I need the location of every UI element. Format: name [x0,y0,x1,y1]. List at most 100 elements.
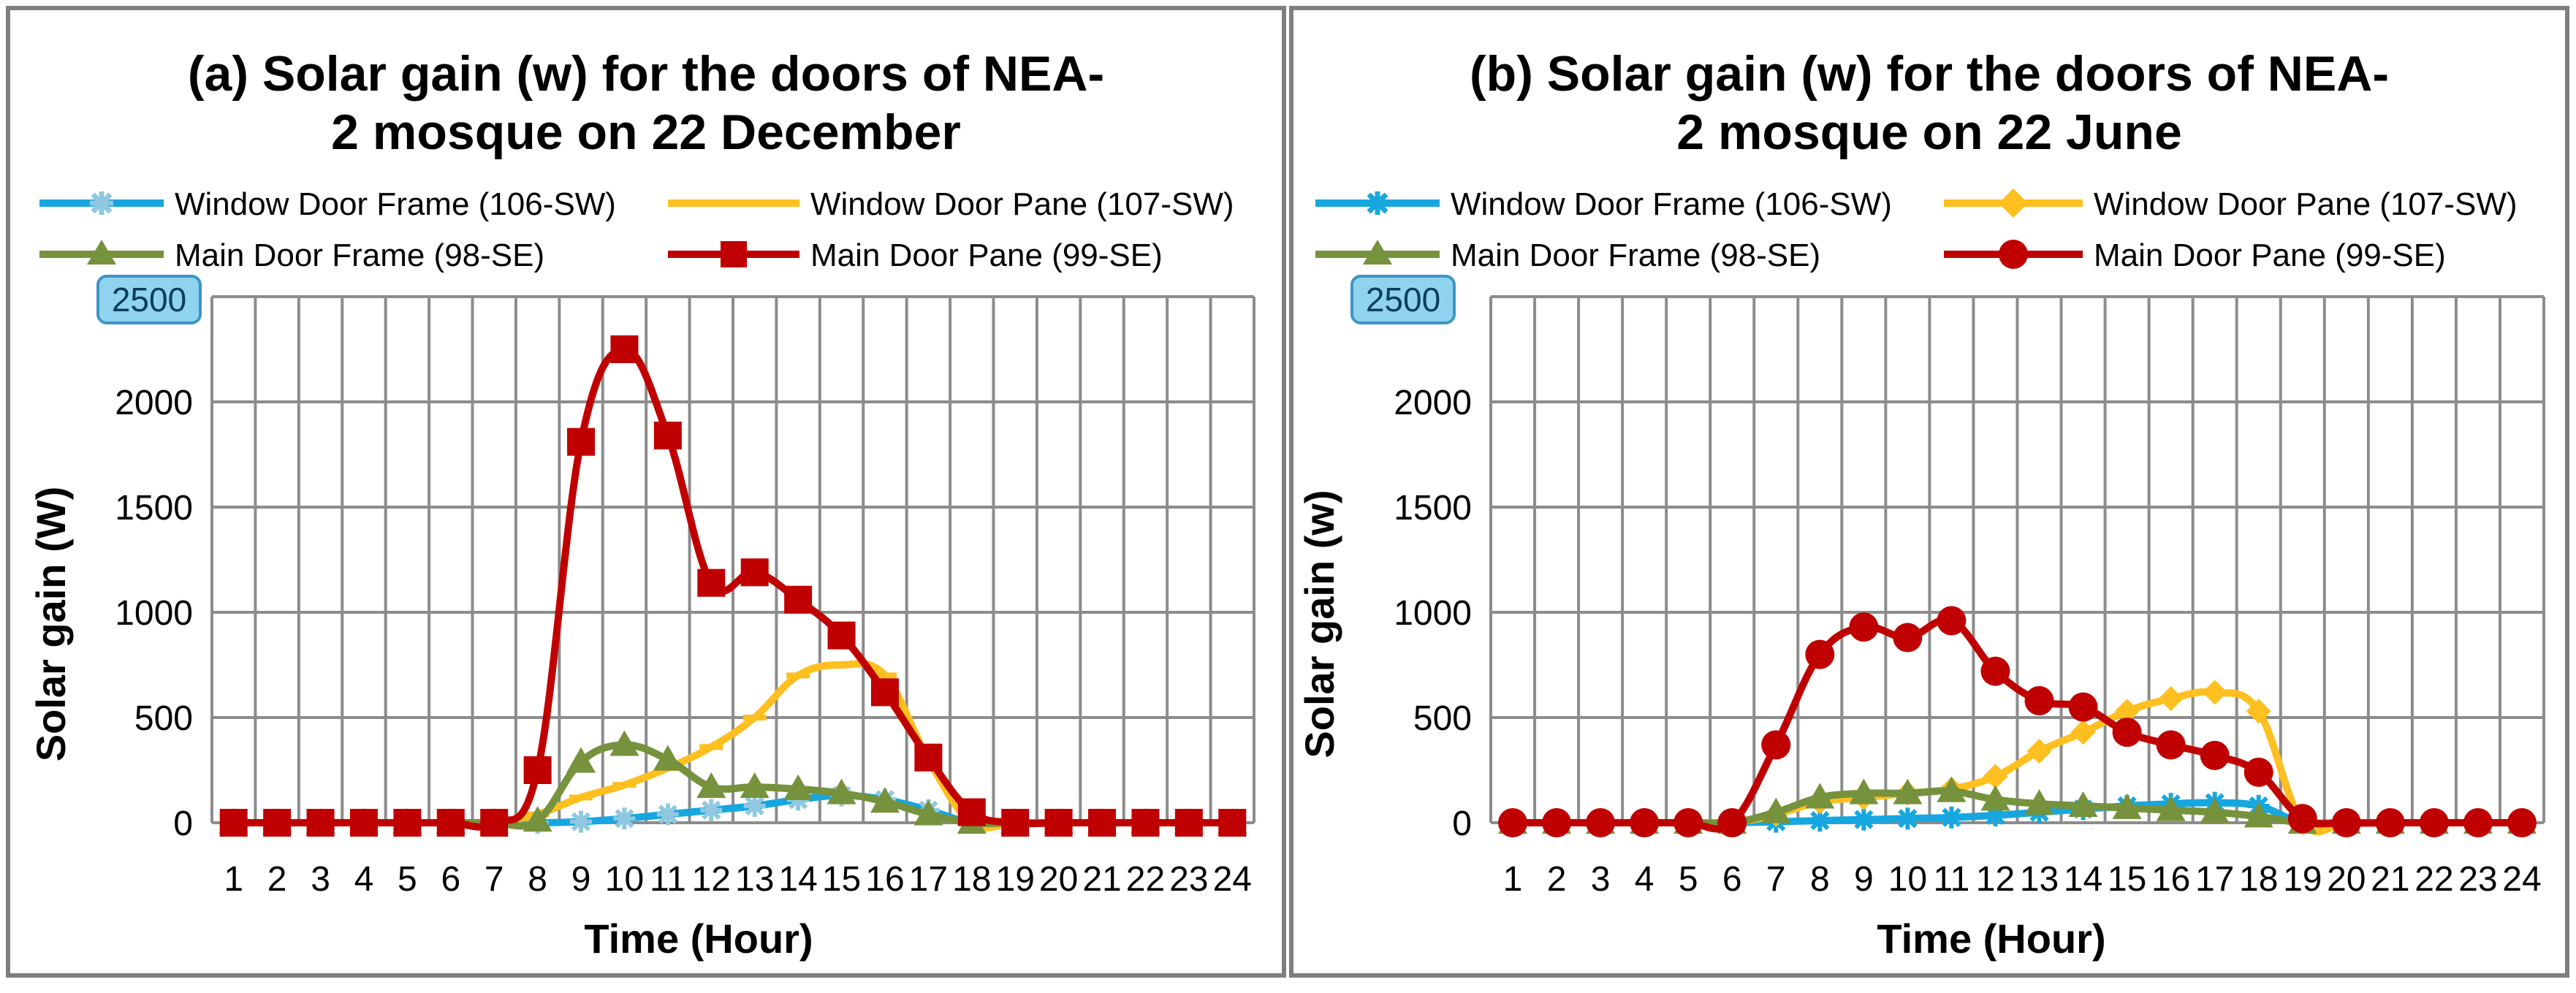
data-point [2112,793,2142,819]
x-tick-label: 18 [2239,860,2278,899]
x-tick-label: 8 [1810,860,1830,899]
y-tick-label: 500 [134,699,193,738]
data-point [957,798,986,826]
data-point [2070,720,2096,745]
data-point [1983,764,2008,789]
data-point [523,756,552,784]
x-tick-label: 20 [2327,860,2366,899]
data-point [1542,808,1572,837]
data-point [2243,757,2273,787]
data-point [2068,791,2098,817]
x-tick-label: 12 [1976,860,2015,899]
chart-a-x-ticks: 1 2 3 4 5 6 7 8 9 10 11 12 13 14 15 16 17 18 19 20 21 22 23 24 [224,860,1252,899]
data-point [1849,612,1879,642]
data-point [870,787,900,813]
x-tick-label: 24 [2502,860,2541,899]
x-tick-label: 7 [485,860,504,899]
legend-label-window-door-pane: Window Door Pane (107-SW) [810,186,1234,222]
data-point [697,568,726,597]
data-point [1088,809,1117,837]
x-tick-label: 10 [1888,860,1927,899]
data-point [1498,808,1528,837]
x-tick-label: 13 [735,860,774,899]
y-tick-label: 500 [1413,699,1472,738]
chart-b-x-axis-title: Time (Hour) [1877,916,2105,962]
series-3 [219,335,1247,837]
data-point [612,782,637,788]
x-tick-label: 9 [1854,860,1874,899]
data-point [480,809,509,837]
chart-b-y-axis-title: Solar gain (w) [1296,490,1342,758]
legend-item-main-door-pane: Main Door Pane (99-SE) [668,237,1163,273]
y-tick-label: 1500 [1394,489,1472,528]
data-point [1218,809,1247,837]
x-tick-label: 12 [692,860,731,899]
data-point [1853,808,1875,831]
data-point [263,809,292,837]
x-tick-label: 20 [1039,860,1078,899]
chart-b-y-ticks: 0 500 1000 1500 2000 2500 [1350,275,1472,843]
data-point [1805,783,1835,809]
y-tick-badge [1350,275,1456,324]
data-point [523,806,552,832]
data-point [1937,776,1967,802]
data-point [2024,789,2054,815]
x-tick-label: 11 [650,860,686,899]
data-point [1131,809,1160,837]
data-point [1980,656,2010,686]
y-tick-label: 0 [1452,804,1472,843]
y-tick-label: 2000 [1394,384,1472,422]
legend-item-window-door-pane: Window Door Pane (107-SW) [1944,186,2518,222]
x-tick-label: 8 [528,860,547,899]
x-tick-label: 11 [1934,860,1970,899]
data-point [783,774,813,800]
data-point [2463,808,2493,837]
chart-a-title-line-1: (a) Solar gain (w) for the doors of NEA- [188,46,1104,102]
chart-a-legend: Window Door Frame (106-SW) Window Door P… [39,186,1234,273]
chart-a-title-line-2: 2 mosque on 22 December [331,104,961,160]
x-tick-label: 14 [778,860,817,899]
data-point [610,335,639,363]
data-point [1761,730,1791,760]
data-point [1673,808,1703,837]
chart-b-series [1498,606,2537,837]
x-tick-label: 2 [1547,860,1567,899]
chart-a-grid [210,295,1255,824]
x-tick-label: 14 [2064,860,2102,899]
y-tick-badge [96,275,202,324]
legend-label-window-door-pane: Window Door Pane (107-SW) [2094,186,2518,222]
series-3 [1498,606,2537,837]
chart-a-y-ticks: 0 500 1000 1500 2000 2500 [96,275,202,843]
data-point [2200,797,2230,823]
data-point [1805,639,1835,669]
data-point [569,794,593,801]
data-point [219,809,248,837]
legend-item-window-door-pane: Window Door Pane (107-SW) [668,186,1234,222]
data-point [829,662,854,668]
data-point [827,778,856,804]
data-point [653,422,682,450]
legend-label-main-door-frame: Main Door Frame (98-SE) [1451,237,1820,273]
data-point [914,743,943,772]
x-tick-label: 18 [952,860,991,899]
chart-a-series [219,335,1247,837]
x-tick-label: 6 [1722,860,1742,899]
chart-b-grid [1489,295,2545,824]
data-point [1893,623,1923,653]
x-tick-label: 19 [2283,860,2322,899]
y-tick-label: 1000 [1394,594,1472,633]
y-tick-label: 1500 [115,489,193,528]
data-point [2419,808,2449,837]
y-tick-label: 2000 [115,384,193,422]
x-tick-label: 21 [2371,860,2409,899]
x-tick-label: 17 [2195,860,2234,899]
data-point [1893,778,1923,804]
data-point [2158,686,2184,712]
data-point [570,810,593,833]
data-point [1940,806,1963,829]
data-point [2246,699,2271,724]
x-tick-label: 3 [1591,860,1611,899]
data-point [696,772,726,799]
x-tick-label: 16 [2151,860,2190,899]
legend-item-main-door-frame: Main Door Frame (98-SE) [39,237,544,273]
